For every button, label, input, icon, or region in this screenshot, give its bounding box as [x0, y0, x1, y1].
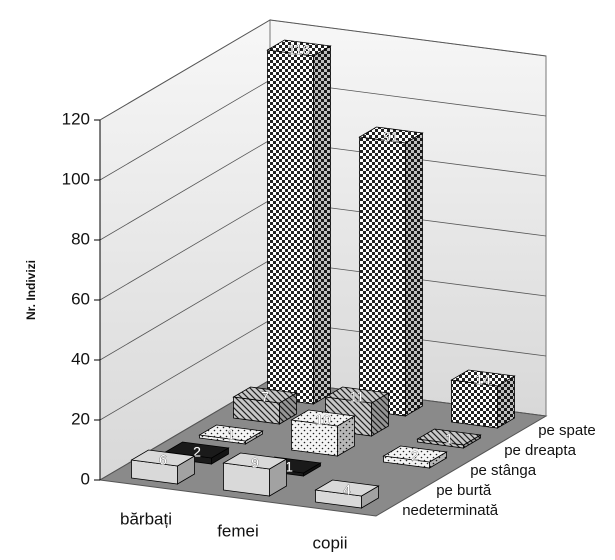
bar-top — [266, 39, 332, 57]
bar-right-shade — [313, 46, 331, 404]
bar-top — [416, 428, 482, 446]
y-tick-label: 0 — [81, 469, 90, 488]
value-label: 1 — [227, 427, 235, 443]
legend-label: nedeterminată — [402, 502, 499, 519]
bar-right-shade — [497, 376, 515, 428]
bar-right-shade — [361, 486, 379, 508]
legend-label: pe stânga — [470, 462, 537, 479]
bar-right-shade — [245, 431, 263, 444]
bar-right-shade — [337, 416, 355, 456]
legend-label: pe burtă — [436, 482, 492, 499]
value-label: 9 — [251, 455, 259, 471]
bar — [382, 445, 448, 469]
y-tick-label: 100 — [62, 169, 90, 188]
legend-label: pe spate — [538, 422, 596, 439]
value-label: 116 — [288, 42, 311, 58]
y-axis-label: Nr. Indivizi — [24, 260, 38, 320]
bar-right-shade — [211, 448, 229, 464]
value-label: 2 — [193, 444, 201, 460]
bar — [314, 479, 380, 509]
y-tick-label: 60 — [71, 289, 90, 308]
bar-top — [290, 409, 356, 427]
value-label: 11 — [350, 389, 365, 405]
bar — [198, 424, 264, 445]
value-label: 91 — [383, 129, 399, 145]
y-tick-label: 120 — [62, 109, 90, 128]
bar-right-shade — [177, 456, 195, 484]
grid-line — [99, 19, 547, 121]
y-tick-label: 20 — [71, 409, 90, 428]
y-tick-label: 80 — [71, 229, 90, 248]
bar — [450, 369, 516, 429]
value-label: 6 — [159, 452, 167, 468]
bar-top — [324, 386, 390, 404]
bar — [266, 39, 332, 405]
x-tick-label: bărbați — [120, 509, 172, 528]
value-label: 10 — [315, 412, 331, 428]
value-label: 1 — [445, 431, 453, 447]
bar — [416, 428, 482, 449]
bar-right-shade — [371, 393, 389, 436]
x-tick-label: femei — [217, 521, 259, 540]
bar — [222, 452, 288, 497]
value-label: 2 — [411, 448, 419, 464]
value-label: 7 — [261, 389, 269, 405]
bar — [290, 409, 356, 457]
bar-front — [267, 49, 314, 405]
bar-front — [359, 136, 406, 417]
bar-right-shade — [405, 133, 423, 416]
bar-top — [450, 369, 516, 387]
bar-top — [198, 424, 264, 442]
bar-right-shade — [429, 452, 447, 468]
x-tick-label: copii — [313, 533, 348, 552]
legend-label: pe dreapta — [504, 442, 576, 459]
bar-top — [222, 452, 288, 470]
bar-top — [130, 449, 196, 467]
bar-top — [232, 386, 298, 404]
bar — [232, 386, 298, 425]
y-tick-label: 40 — [71, 349, 90, 368]
bar-top — [382, 445, 448, 463]
bar-right-shade — [303, 463, 321, 476]
bar — [130, 449, 196, 485]
bar — [358, 126, 424, 417]
bar-right-shade — [463, 435, 481, 448]
bar-top — [314, 479, 380, 497]
value-label: 1 — [285, 459, 293, 475]
value-label: 14 — [475, 372, 491, 388]
bar-right-shade — [269, 459, 287, 496]
bar-top — [358, 126, 424, 144]
value-label: 4 — [343, 482, 351, 498]
